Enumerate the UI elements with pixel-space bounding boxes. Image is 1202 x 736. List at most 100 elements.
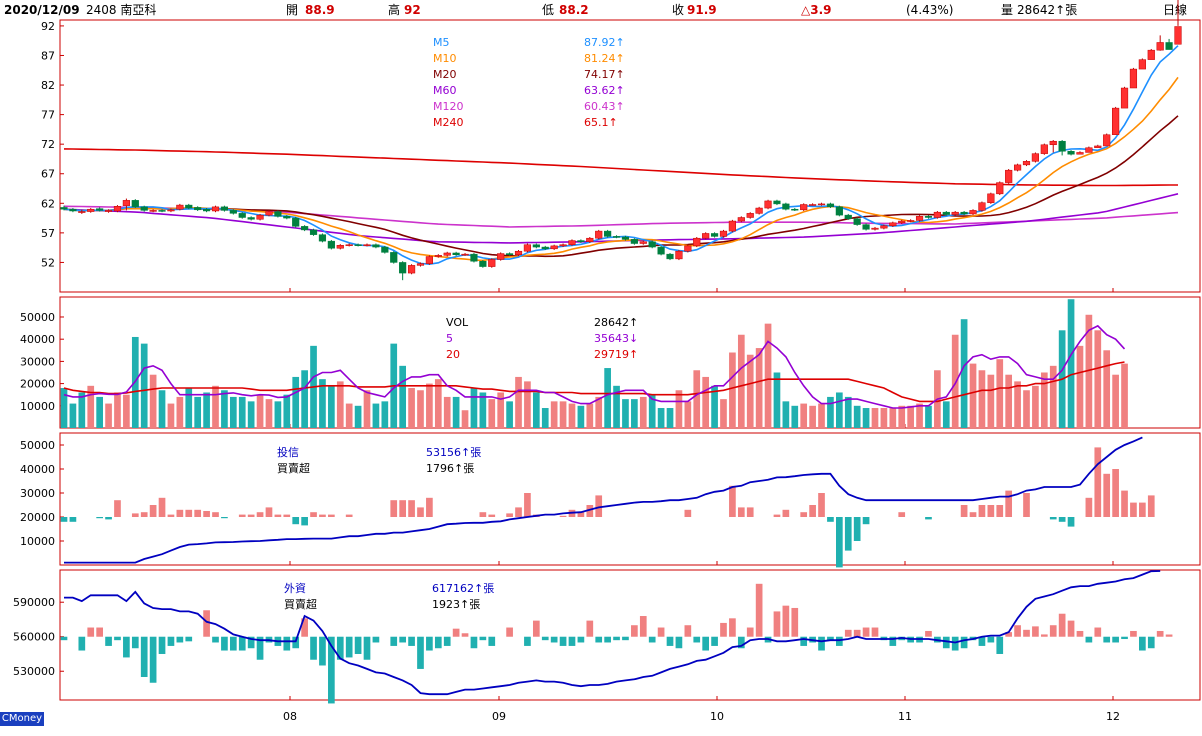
trust-bar: [1023, 493, 1030, 517]
volume-bar: [256, 394, 264, 428]
foreign-bar: [203, 610, 210, 637]
foreign-bar: [105, 636, 112, 646]
candle-body: [488, 259, 496, 267]
foreign-bar: [889, 636, 897, 646]
candle-body: [871, 227, 879, 230]
volume-legend-value: 35643↓: [594, 332, 638, 345]
volume-bar: [844, 396, 852, 428]
candle-body: [773, 200, 781, 205]
candle-body: [809, 204, 817, 206]
volume-bar: [978, 370, 986, 428]
trust-bar: [1139, 502, 1146, 517]
volume-y-tick-label: 10000: [20, 400, 55, 413]
foreign-bar: [256, 636, 264, 660]
price-y-tick-label: 87: [41, 49, 55, 62]
candle-body: [960, 211, 968, 215]
foreign-bar: [1014, 625, 1021, 637]
candle-body: [479, 261, 487, 267]
foreign-bar: [1005, 632, 1013, 637]
foreign-bar: [996, 636, 1004, 654]
candle-body: [1013, 164, 1022, 171]
candle-body: [648, 241, 656, 248]
candle-body: [372, 244, 380, 248]
trust-bar: [328, 514, 335, 517]
trust-bar: [69, 517, 77, 522]
candle-body: [541, 246, 549, 250]
change-value: △3.9: [801, 3, 832, 17]
volume-bar: [693, 370, 701, 428]
trust-bar: [105, 517, 112, 520]
candle-body: [1112, 107, 1120, 135]
trust-bar: [586, 505, 594, 517]
foreign-bar: [123, 636, 130, 658]
foreign-bar: [319, 636, 326, 666]
candle-body: [782, 203, 790, 210]
candle-body: [443, 252, 451, 256]
volume-bar: [541, 408, 549, 428]
date-label: 2020/12/09: [4, 3, 80, 17]
candle-body: [639, 241, 647, 244]
volume-bar: [408, 388, 415, 428]
candle-body: [1129, 68, 1138, 89]
candle-body: [728, 220, 736, 232]
foreign-bar: [443, 636, 451, 646]
legend-m20-name: M20: [433, 68, 457, 81]
volume-bar: [524, 381, 531, 428]
volume-bar: [426, 383, 433, 428]
volume-bar: [622, 399, 629, 428]
candle-body: [506, 253, 514, 255]
foreign-bar: [301, 618, 308, 637]
foreign-bar: [247, 636, 255, 649]
foreign-bar: [666, 636, 674, 646]
ma240-line: [63, 148, 1178, 187]
foreign-bar: [639, 616, 647, 637]
volume-bar: [114, 392, 121, 428]
trust-net-value: 1796↑張: [426, 462, 474, 475]
price-panel-frame: [59, 19, 1201, 293]
foreign-bar: [737, 636, 745, 649]
candle-body: [559, 244, 567, 247]
candle-body: [702, 233, 710, 239]
candle-body: [942, 211, 950, 215]
candle-body: [969, 210, 977, 215]
volume-bar: [96, 396, 103, 428]
month-label-08: 08: [283, 710, 297, 723]
candle-body: [1156, 42, 1164, 51]
volume-bar: [951, 334, 959, 428]
volume-bar: [381, 401, 389, 428]
trust-bar: [238, 514, 246, 517]
foreign-bar: [131, 636, 139, 649]
price-y-tick-label: 72: [41, 138, 55, 151]
candle-body: [87, 208, 95, 212]
candle-body: [229, 210, 237, 214]
volume-bar: [577, 405, 585, 428]
foreign-bar: [773, 611, 781, 637]
foreign-bar: [328, 636, 335, 704]
volume-bar: [595, 396, 603, 428]
candle-body: [122, 200, 130, 206]
volume-bar: [238, 396, 246, 428]
foreign-bar: [399, 636, 406, 643]
trust-bar: [524, 493, 531, 517]
candle-body: [915, 216, 924, 221]
foreign-bar: [595, 636, 603, 643]
price-y-tick-label: 82: [41, 79, 55, 92]
volume-bar: [631, 399, 638, 428]
volume-y-tick-label: 20000: [20, 378, 55, 391]
candle-body: [1085, 147, 1093, 153]
candle-body: [220, 206, 229, 211]
volume-bar: [532, 392, 540, 428]
candle-body: [363, 244, 371, 246]
period-label: 日線: [1163, 3, 1188, 17]
foreign-cumulative-line: [64, 570, 1161, 696]
volume-bar: [559, 401, 567, 428]
volume-bar: [1085, 314, 1093, 428]
volume-bar: [105, 403, 112, 428]
trust-bar: [729, 485, 736, 517]
foreign-legend-value: 617162↑張: [432, 582, 494, 595]
volume-bar: [434, 379, 442, 428]
foreign-bar: [951, 636, 959, 651]
volume-bar: [87, 385, 95, 428]
volume-bar: [203, 392, 210, 428]
trust-bar: [559, 515, 567, 517]
